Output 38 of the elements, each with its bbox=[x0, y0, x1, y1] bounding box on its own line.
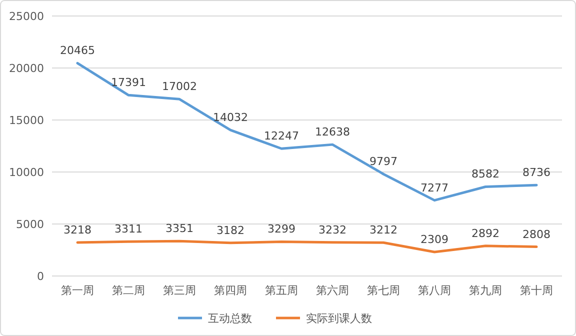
data-label: 9797 bbox=[370, 155, 398, 168]
data-label: 3212 bbox=[370, 224, 398, 237]
data-label: 12247 bbox=[264, 130, 299, 143]
data-label: 14032 bbox=[213, 111, 248, 124]
data-label: 8582 bbox=[472, 168, 500, 181]
data-label: 2808 bbox=[522, 228, 550, 241]
data-label: 2309 bbox=[420, 232, 448, 246]
x-tick-label: 第四周 bbox=[214, 284, 247, 297]
data-label: 20465 bbox=[60, 44, 95, 58]
x-tick-label: 第六周 bbox=[316, 284, 349, 297]
y-tick-label: 15000 bbox=[9, 114, 44, 127]
x-tick-label: 第一周 bbox=[61, 284, 94, 297]
x-tick-label: 第八周 bbox=[418, 284, 451, 297]
data-label: 3311 bbox=[114, 222, 142, 236]
data-label: 3232 bbox=[318, 223, 346, 236]
data-label: 3351 bbox=[166, 222, 194, 236]
data-label: 3218 bbox=[64, 224, 92, 237]
data-label: 3299 bbox=[268, 222, 296, 236]
data-label: 17391 bbox=[111, 76, 146, 90]
y-tick-label: 20000 bbox=[9, 62, 44, 75]
y-tick-label: 10000 bbox=[9, 166, 44, 179]
data-label: 2892 bbox=[472, 226, 500, 240]
x-tick-label: 第九周 bbox=[469, 284, 502, 297]
legend-label: 互动总数 bbox=[208, 312, 252, 325]
x-tick-label: 第五周 bbox=[265, 284, 298, 297]
x-tick-label: 第七周 bbox=[367, 284, 400, 297]
x-tick-label: 第十周 bbox=[520, 284, 553, 297]
data-label: 12638 bbox=[315, 126, 350, 139]
data-label: 17002 bbox=[162, 80, 197, 94]
y-tick-label: 25000 bbox=[9, 10, 44, 23]
legend-label: 实际到课人数 bbox=[306, 312, 372, 325]
x-tick-label: 第二周 bbox=[112, 284, 145, 297]
data-label: 8736 bbox=[522, 166, 550, 180]
data-label: 7277 bbox=[420, 181, 448, 194]
x-tick-label: 第三周 bbox=[163, 284, 196, 297]
y-tick-label: 5000 bbox=[16, 218, 44, 231]
data-label: 3182 bbox=[216, 224, 244, 237]
y-tick-label: 0 bbox=[37, 270, 44, 283]
